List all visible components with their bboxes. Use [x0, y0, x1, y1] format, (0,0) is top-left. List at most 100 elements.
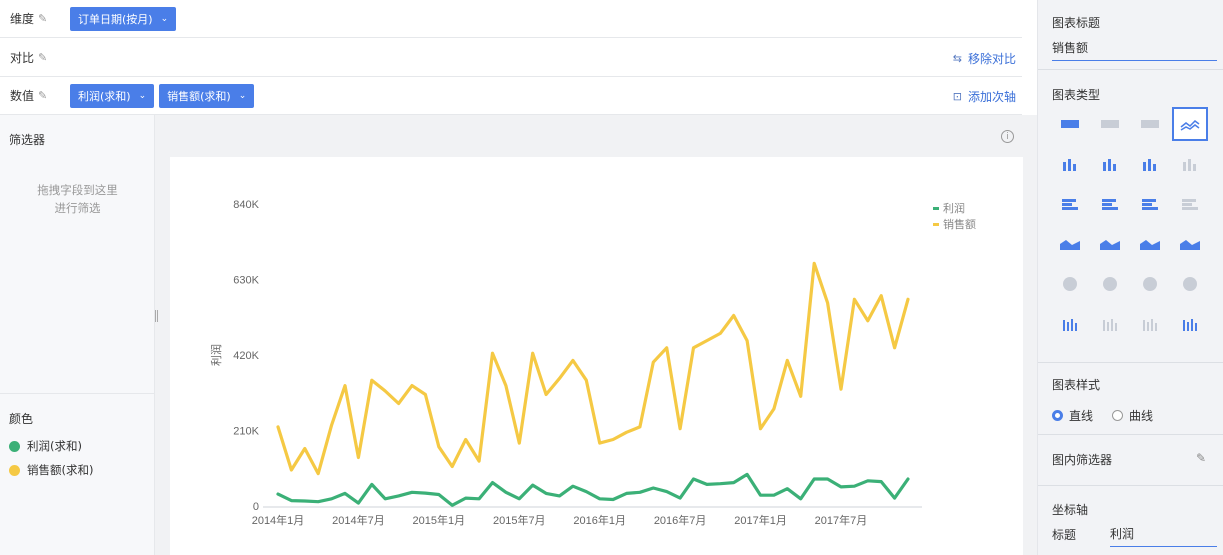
pencil-icon[interactable]: ✎	[38, 51, 48, 64]
value-row: 数值 ✎ 利润(求和) ⌄ 销售额(求和) ⌄ ⊡ 添加次轴	[0, 77, 1022, 115]
remove-compare-button[interactable]: ⇆ 移除对比	[953, 39, 1016, 77]
kpi-chart-icon[interactable]	[1092, 107, 1128, 141]
chart-type-label: 图表类型	[1052, 88, 1101, 102]
percent-hbar-icon[interactable]	[1132, 187, 1168, 221]
pie-chart-icon[interactable]	[1052, 267, 1088, 301]
radio-unselected[interactable]	[1112, 410, 1123, 421]
chart-card: 0 210K 420K 630K 840K 利润 2014年1月 2014年7月 2015年1月…	[170, 157, 1023, 555]
divider	[1038, 485, 1223, 486]
chevron-down-icon[interactable]: ⌄	[160, 13, 169, 24]
radar-icon[interactable]	[1172, 307, 1208, 341]
remove-compare-label: 移除对比	[967, 51, 1016, 66]
series-line-profit	[276, 472, 910, 507]
inner-filter-label: 图内筛选器	[1052, 453, 1113, 467]
color-dot	[9, 464, 20, 476]
pencil-icon[interactable]: ✎	[1196, 451, 1207, 465]
axis-title-label: 标题	[1052, 528, 1077, 542]
style-option-curve[interactable]: 曲线	[1112, 407, 1153, 424]
hbar-chart-icon[interactable]	[1052, 187, 1088, 221]
geo-map-icon[interactable]	[1172, 267, 1208, 301]
legend-label: 销售额	[943, 217, 976, 231]
color-item-sales[interactable]: 销售额(求和)	[9, 462, 93, 478]
legend-swatch	[933, 207, 939, 210]
filter-drop-zone[interactable]: 拖拽字段到这里 进行筛选	[0, 181, 155, 217]
chart-canvas-area: i 0 210K 420K 630K 840K 利润 2014年1月 2014年7月 2015年…	[155, 115, 1037, 555]
stacked-bar-icon[interactable]	[1092, 147, 1128, 181]
chart-title-input[interactable]: 销售额	[1052, 39, 1217, 61]
dimension-field-label: 订单日期(按月)	[78, 12, 153, 26]
color-title: 颜色	[9, 412, 34, 426]
area-chart-icon[interactable]	[1052, 227, 1088, 261]
stacked-area-icon[interactable]	[1092, 227, 1128, 261]
color-item-label: 销售额(求和)	[27, 463, 94, 477]
chart-settings-panel: 图表标题 销售额 图表类型 图表样式 直线 曲线 图内筛选器 ✎ 坐标轴 标题 …	[1037, 0, 1223, 555]
gauge-chart-icon[interactable]	[1132, 107, 1168, 141]
value-label: 数值	[10, 89, 35, 103]
waterfall-icon[interactable]	[1172, 147, 1208, 181]
style-option-straight[interactable]: 直线	[1052, 407, 1093, 424]
scatter-chart-icon[interactable]	[1172, 227, 1208, 261]
dimension-field-pill[interactable]: 订单日期(按月) ⌄	[70, 6, 177, 31]
compare-label: 对比	[10, 51, 35, 65]
chevron-down-icon[interactable]: ⌄	[138, 90, 147, 101]
radio-selected[interactable]	[1052, 410, 1063, 421]
value-field-label: 销售额(求和)	[167, 89, 231, 103]
funnel-compare-icon[interactable]	[1172, 187, 1208, 221]
divider	[1038, 434, 1223, 435]
color-item-label: 利润(求和)	[27, 439, 82, 453]
resize-handle[interactable]	[155, 310, 158, 322]
filter-hint-line2: 进行筛选	[54, 201, 101, 215]
style-option-label: 曲线	[1129, 409, 1154, 423]
chart-title-label: 图表标题	[1052, 16, 1101, 30]
value-field-pill-profit[interactable]: 利润(求和) ⌄	[70, 83, 155, 108]
bar-chart-icon[interactable]	[1052, 147, 1088, 181]
divider	[1038, 69, 1223, 70]
x-tick-label: 2015年1月	[413, 513, 466, 527]
y-tick-label: 420K	[233, 350, 259, 362]
word-cloud-icon[interactable]	[1132, 307, 1168, 341]
value-label-group: 数值 ✎	[0, 87, 70, 104]
x-tick-label: 2017年7月	[815, 513, 868, 527]
filter-panel: 筛选器 拖拽字段到这里 进行筛选 颜色 利润(求和) 销售额(求和)	[0, 115, 155, 555]
line-chart: 0 210K 420K 630K 840K 利润 2014年1月 2014年7月 2015年1月…	[209, 199, 976, 527]
filter-title: 筛选器	[9, 133, 46, 147]
pencil-icon[interactable]: ✎	[38, 12, 48, 25]
add-secondary-axis-button[interactable]: ⊡ 添加次轴	[953, 77, 1016, 115]
y-tick-label: 0	[253, 501, 259, 513]
color-dot	[9, 440, 20, 452]
series-line-sales	[276, 261, 910, 476]
donut-chart-icon[interactable]	[1092, 267, 1128, 301]
map-chart-icon[interactable]	[1132, 267, 1168, 301]
stacked-hbar-icon[interactable]	[1092, 187, 1128, 221]
pencil-icon[interactable]: ✎	[38, 89, 48, 102]
table-chart-icon[interactable]	[1052, 107, 1088, 141]
remove-compare-icon: ⇆	[952, 51, 962, 65]
editor-main: 维度 ✎ 订单日期(按月) ⌄ 对比 ✎ ⇆ 移除对比 数值 ✎	[0, 0, 1037, 555]
dimension-row: 维度 ✎ 订单日期(按月) ⌄	[0, 0, 1022, 38]
x-tick-label: 2016年7月	[654, 513, 707, 527]
y-axis-title: 利润	[209, 344, 223, 366]
info-icon[interactable]: i	[1001, 130, 1014, 143]
x-tick-label: 2014年1月	[252, 513, 305, 527]
multi-bar-icon[interactable]	[1052, 307, 1088, 341]
axis-title-input[interactable]: 利润	[1110, 525, 1217, 547]
y-tick-label: 630K	[233, 275, 259, 287]
y-tick-label: 840K	[233, 199, 259, 211]
x-tick-label: 2016年1月	[573, 513, 626, 527]
chart-style-label: 图表样式	[1052, 378, 1101, 392]
dimension-label: 维度	[10, 12, 35, 26]
dimension-label-group: 维度 ✎	[0, 10, 70, 27]
line-chart-icon[interactable]	[1172, 107, 1208, 141]
divider	[1038, 362, 1223, 363]
chevron-down-icon[interactable]: ⌄	[238, 90, 247, 101]
percent-bar-icon[interactable]	[1132, 147, 1168, 181]
add-axis-icon: ⊡	[952, 89, 962, 103]
compare-label-group: 对比 ✎	[0, 49, 70, 66]
funnel-icon[interactable]	[1092, 307, 1128, 341]
style-option-label: 直线	[1069, 409, 1094, 423]
value-field-pill-sales[interactable]: 销售额(求和) ⌄	[159, 83, 255, 108]
color-item-profit[interactable]: 利润(求和)	[9, 438, 82, 454]
percent-area-icon[interactable]	[1132, 227, 1168, 261]
x-tick-label: 2014年7月	[332, 513, 385, 527]
